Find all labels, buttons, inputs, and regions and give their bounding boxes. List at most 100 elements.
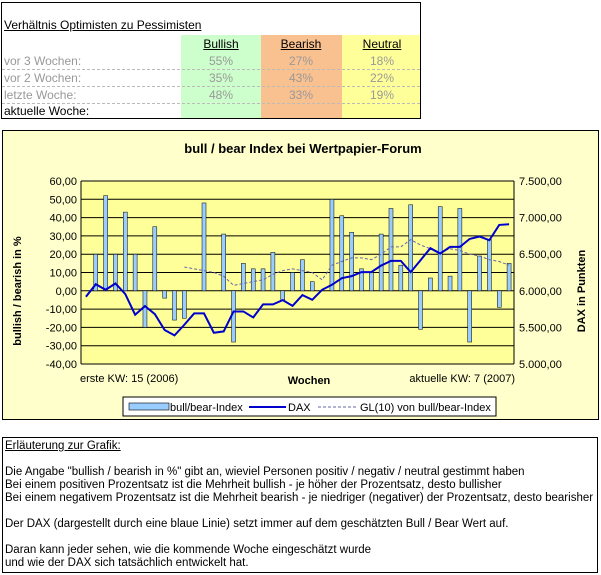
bar <box>270 252 276 292</box>
y-tick-label: -40,00 <box>46 359 77 371</box>
legend-bar-swatch <box>128 402 170 411</box>
bullish-value: 55% <box>208 54 234 68</box>
legend-bar-label: bull/bear-Index <box>170 402 243 414</box>
table-row: vor 3 Wochen: 55% 27% 18% <box>2 53 420 70</box>
chart-area: bull / bear Index bei Wertpapier-Forum 6… <box>2 130 599 420</box>
explanation-line: und wie der DAX sich tatsächlich entwick… <box>5 557 249 569</box>
explanation-line: Bei einem negativem Prozentsatz ist die … <box>5 492 594 504</box>
bar <box>329 199 335 292</box>
bar <box>290 272 295 292</box>
y-tick-label: 10,00 <box>49 268 77 280</box>
bearish-value: 33% <box>288 88 314 102</box>
y-tick-label: -10,00 <box>46 304 77 316</box>
bearish-value: 43% <box>288 71 314 85</box>
bar <box>487 239 492 292</box>
table-row: aktuelle Woche: <box>2 103 420 119</box>
y-tick-label: 20,00 <box>49 249 77 261</box>
explanation-line: Daran kann jeder sehen, wie die kommende… <box>5 544 372 556</box>
bar <box>378 233 384 292</box>
bearish-value: 27% <box>288 54 314 68</box>
bar <box>408 204 413 292</box>
y-tick-label: 50,00 <box>49 194 77 206</box>
bull-bear-chart: bull / bear Index bei Wertpapier-Forum 6… <box>12 141 588 417</box>
bullish-column <box>181 35 261 118</box>
bar <box>182 290 187 319</box>
bar <box>132 253 138 292</box>
bar <box>142 290 148 328</box>
x-end-label: aktuelle KW: 7 (2007) <box>409 373 515 385</box>
explanation-title: Erläuterung zur Grafik: <box>5 440 121 452</box>
explanation-box: Erläuterung zur Grafik: Die Angabe "bull… <box>2 437 598 573</box>
bar <box>310 281 315 292</box>
bar <box>103 195 108 292</box>
row-label: letzte Woche: <box>4 88 77 102</box>
y2-tick-label: 5.500,00 <box>519 322 562 334</box>
bullish-value: 35% <box>208 71 234 85</box>
bar <box>506 263 512 292</box>
bar <box>172 290 177 321</box>
bar <box>349 231 354 292</box>
neutral-value: 19% <box>369 88 395 102</box>
y-tick-label: 60,00 <box>49 176 77 188</box>
bar <box>447 275 453 292</box>
bar <box>339 215 345 292</box>
bar <box>113 253 118 292</box>
y2-tick-label: 7.500,00 <box>519 176 562 188</box>
y2-tick-label: 5.000,00 <box>519 359 562 371</box>
y-axis-label: bullish / bearish in % <box>12 236 24 346</box>
neutral-value: 18% <box>369 54 395 68</box>
y-tick-label: -20,00 <box>46 322 77 334</box>
gl10-line <box>184 238 510 286</box>
bar <box>477 255 482 292</box>
y2-tick-label: 6.000,00 <box>519 286 562 298</box>
chart-title: bull / bear Index bei Wertpapier-Forum <box>184 141 421 156</box>
neutral-value: 22% <box>369 71 395 85</box>
bar <box>369 272 374 292</box>
y-tick-label: 40,00 <box>49 213 77 225</box>
bar <box>162 290 167 299</box>
explanation-line: Der DAX (dargestellt durch eine blaue Li… <box>5 518 509 530</box>
bar <box>93 253 99 292</box>
bar <box>467 290 472 343</box>
bar <box>418 290 423 330</box>
header-bullish: Bullish <box>203 37 239 51</box>
bar <box>152 226 158 292</box>
bar <box>221 233 226 292</box>
bar <box>359 268 364 292</box>
bar <box>201 202 207 292</box>
legend-dax-label: DAX <box>288 402 311 414</box>
bar <box>457 208 463 292</box>
legend: bull/bear-Index DAX GL(10) von bull/bear… <box>122 396 497 417</box>
bar <box>496 290 502 308</box>
header-neutral: Neutral <box>362 37 402 51</box>
y2-tick-label: 7.000,00 <box>519 213 562 225</box>
y2-axis-label: DAX in Punkten <box>576 249 588 332</box>
row-label: vor 3 Wochen: <box>4 54 82 68</box>
bullish-value: 48% <box>208 88 234 102</box>
bar <box>123 211 128 292</box>
row-label: vor 2 Wochen: <box>4 71 82 85</box>
bar <box>388 208 394 292</box>
table-row: letzte Woche: 48% 33% 19% <box>2 87 420 104</box>
explanation-line: Bei einem positiven Prozentsatz ist die … <box>5 479 502 491</box>
bar <box>428 277 433 292</box>
bar <box>241 263 246 292</box>
sentiment-table: Verhältnis Optimisten zu Pessimisten Bul… <box>1 2 421 119</box>
bar <box>300 259 305 292</box>
table-row: vor 2 Wochen: 35% 43% 22% <box>2 70 420 87</box>
y-tick-label: 30,00 <box>49 231 77 243</box>
neutral-column <box>342 35 420 118</box>
y-tick-label: 0,00 <box>56 286 77 298</box>
bearish-column <box>261 35 342 118</box>
bar <box>437 206 443 292</box>
bar <box>280 290 285 301</box>
bar <box>398 264 404 292</box>
bar <box>250 268 256 292</box>
x-start-label: erste KW: 15 (2006) <box>80 373 178 385</box>
y2-tick-label: 6.500,00 <box>519 249 562 261</box>
y-tick-label: -30,00 <box>46 341 77 353</box>
header-bearish: Bearish <box>280 37 322 51</box>
dax-line <box>85 223 510 337</box>
explanation-line: Die Angabe "bullish / bearish in %" gibt… <box>5 466 525 478</box>
table-title: Verhältnis Optimisten zu Pessimisten <box>4 18 202 32</box>
